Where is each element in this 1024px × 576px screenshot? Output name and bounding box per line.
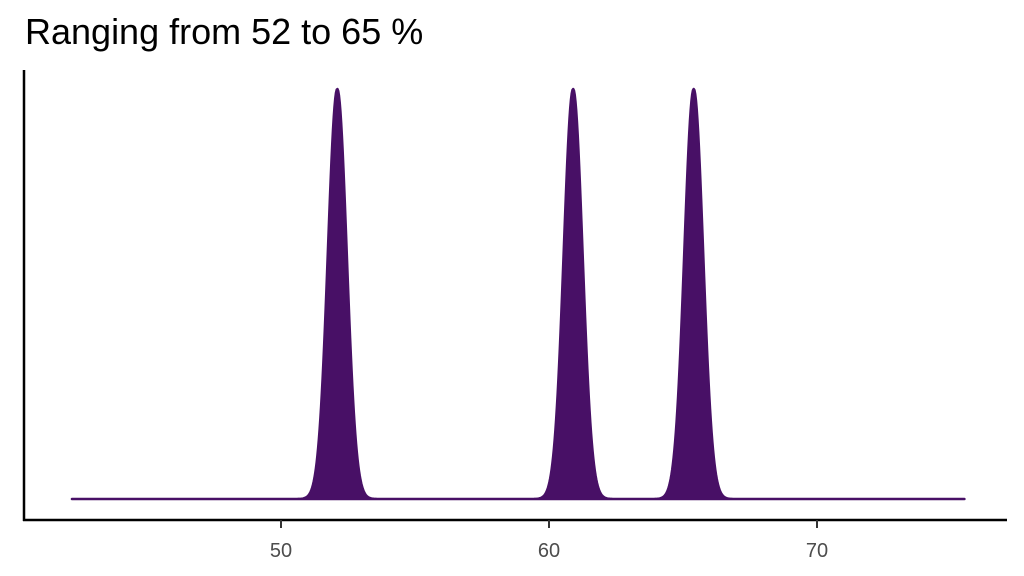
x-axis-ticks: 50 60 70 [270,520,828,562]
chart-title: Ranging from 52 to 65 % [25,11,424,52]
density-area [70,87,966,501]
x-tick-label: 50 [270,540,292,562]
x-tick-label: 70 [806,540,828,562]
x-tick-label: 60 [538,540,560,562]
